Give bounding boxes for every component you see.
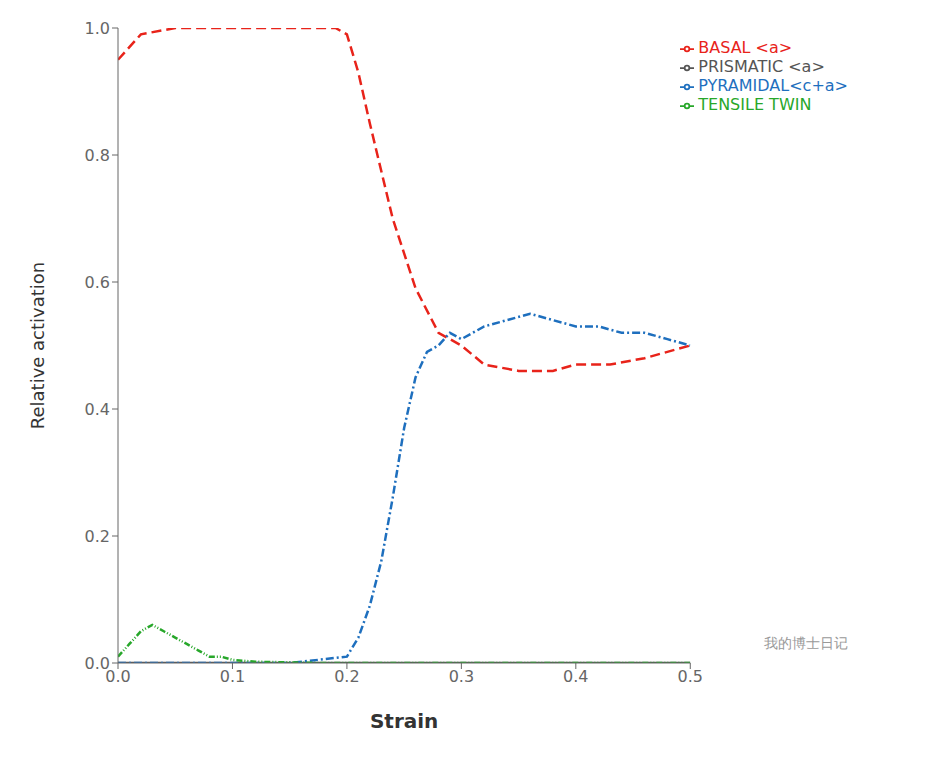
- html-text:PYRAMIDAL<c+a>: PYRAMIDAL<c+a>: [698, 76, 848, 95]
- html-text:BASAL <a>: BASAL <a>: [698, 38, 793, 57]
- svg-text:0.0: 0.0: [85, 654, 110, 673]
- svg-text:0.6: 0.6: [85, 273, 110, 292]
- html-text:TENSILE TWIN: TENSILE TWIN: [698, 95, 812, 114]
- svg-text:0.4: 0.4: [85, 400, 110, 419]
- svg-text:Strain: Strain: [370, 709, 438, 733]
- svg-text:0.1: 0.1: [220, 667, 245, 686]
- svg-text:0.0: 0.0: [105, 667, 131, 687]
- svg-text:0.2: 0.2: [334, 667, 359, 686]
- svg-text:0.8: 0.8: [85, 146, 110, 165]
- html-text:PRISMATIC <a>: PRISMATIC <a>: [698, 57, 825, 76]
- svg-text:0.2: 0.2: [85, 527, 110, 546]
- svg-text:Relative activation: Relative activation: [27, 262, 48, 429]
- svg-text:0.4: 0.4: [563, 667, 588, 686]
- svg-text:1.0: 1.0: [85, 19, 110, 38]
- svg-text:0.3: 0.3: [449, 667, 474, 686]
- html-text:我的博士日记: 我的博士日记: [764, 635, 848, 651]
- svg-text:0.5: 0.5: [678, 667, 703, 686]
